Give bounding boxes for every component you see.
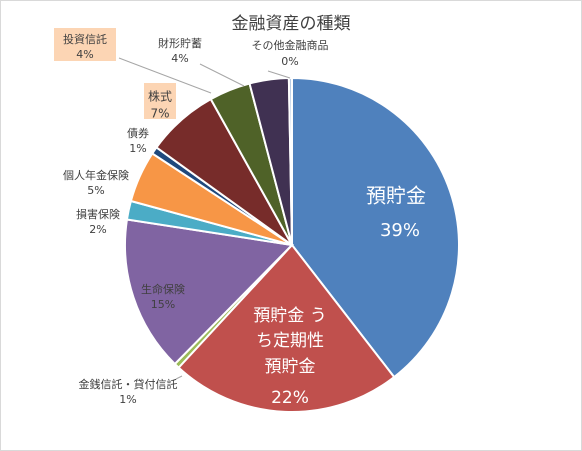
data-label-name-0: 預貯金 — [366, 184, 426, 208]
data-label-value-10: 0% — [281, 55, 298, 68]
pie-slice-3 — [124, 218, 295, 366]
pie-slice-0 — [291, 76, 460, 379]
data-label-name-1-1: ち定期性 — [256, 331, 324, 351]
data-label-value-8: 4% — [76, 48, 93, 61]
data-label-name-8: 投資信託 — [63, 32, 107, 46]
data-label-value-5: 5% — [87, 184, 104, 197]
data-label-value-4: 2% — [89, 223, 106, 236]
chart-title: 金融資産の種類 — [231, 14, 351, 34]
data-label-name-1-0: 預貯金 う — [253, 306, 326, 326]
data-label-value-1: 22% — [271, 388, 309, 408]
data-label-value-3: 15% — [151, 298, 175, 311]
data-label-name-4: 損害保険 — [76, 207, 120, 221]
leader-line-8 — [118, 57, 212, 94]
data-label-name-1-2: 預貯金 — [265, 357, 316, 377]
pie-slice-1 — [177, 243, 396, 413]
data-label-name-10: その他金融商品 — [252, 38, 329, 52]
data-label-value-7: 7% — [150, 107, 169, 121]
data-label-name-5: 個人年金保険 — [63, 168, 129, 182]
data-label-name-6: 債券 — [127, 126, 149, 140]
label-highlight-box-7 — [144, 83, 176, 119]
data-label-value-2: 1% — [119, 393, 136, 406]
data-label-name-9: 財形貯蓄 — [158, 36, 202, 50]
data-label-value-6: 1% — [129, 142, 146, 155]
leader-line-2 — [175, 375, 183, 380]
data-label-name-3: 生命保険 — [141, 282, 185, 296]
leader-line-10 — [267, 70, 291, 79]
leader-line-9 — [199, 63, 245, 87]
label-highlight-box-8 — [54, 28, 116, 61]
data-label-value-9: 4% — [171, 52, 188, 65]
data-label-name-2: 金銭信託・貸付信託 — [79, 377, 178, 391]
data-label-value-0: 39% — [380, 220, 420, 241]
data-label-name-7: 株式 — [148, 89, 172, 104]
